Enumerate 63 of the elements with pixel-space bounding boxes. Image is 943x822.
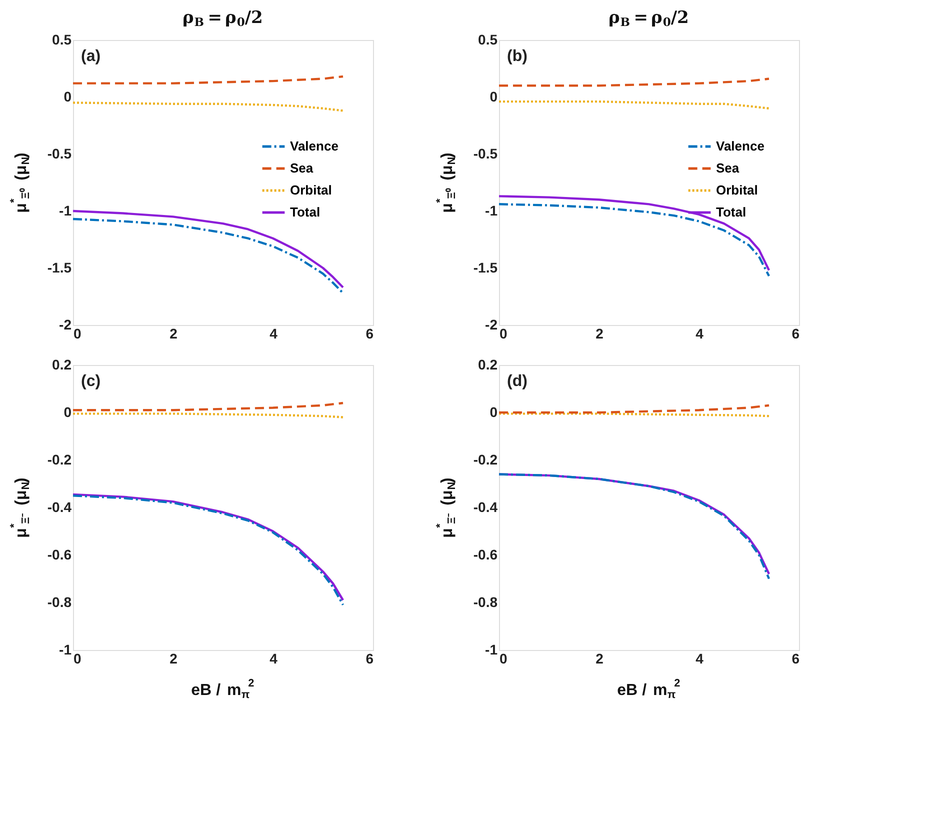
- legend-label: Orbital: [290, 182, 332, 198]
- x-tick-label: 2: [170, 326, 178, 342]
- y-tick-label: 0.2: [478, 356, 498, 372]
- legend-label: Valence: [716, 138, 764, 154]
- legend-label: Total: [716, 204, 746, 220]
- line-series: [498, 78, 770, 87]
- y-tick-label: -2: [485, 316, 498, 332]
- legend-label: Sea: [290, 160, 314, 176]
- legend-label: Sea: [716, 160, 740, 176]
- y-tick-label: 0: [490, 88, 498, 104]
- x-tick-label: 2: [170, 650, 178, 666]
- annotation: (b): [507, 48, 528, 65]
- x-tick-label: 4: [696, 326, 704, 342]
- y-tick-label: 0: [490, 404, 498, 420]
- y-tick-label: 0.5: [52, 32, 72, 48]
- y-tick-label: 0: [64, 404, 72, 420]
- y-axis-title: μ*Ξ⁰ (μN): [8, 152, 32, 213]
- annotation: (c): [81, 373, 101, 390]
- annotation: (a): [81, 48, 101, 65]
- y-tick-label: -1: [485, 202, 498, 218]
- y-tick-label: -1.5: [473, 260, 498, 276]
- y-tick-label: -0.6: [47, 546, 72, 562]
- line-series: [498, 203, 770, 278]
- line-series: [498, 195, 770, 272]
- y-tick-label: -0.4: [47, 499, 72, 515]
- y-tick-label: -1: [59, 642, 72, 658]
- y-tick-label: -0.5: [47, 146, 72, 162]
- x-tick-label: 4: [696, 650, 704, 666]
- y-tick-label: -1: [59, 202, 72, 218]
- x-tick-label: 6: [792, 326, 800, 342]
- line-series: [72, 75, 344, 84]
- y-axis-title: μ*Ξ⁻ (μN): [8, 478, 32, 538]
- line-series: [498, 100, 770, 110]
- y-tick-label: -1.5: [47, 260, 72, 276]
- line-series: [72, 102, 344, 112]
- legend-label: Valence: [290, 138, 338, 154]
- y-tick-label: -0.6: [473, 546, 498, 562]
- y-tick-label: 0: [64, 88, 72, 104]
- line-series: [72, 402, 344, 412]
- line-series: [72, 218, 344, 294]
- y-tick-label: -0.2: [47, 452, 72, 468]
- y-tick-label: 0.2: [52, 356, 72, 372]
- x-tick-label: 6: [366, 326, 374, 342]
- y-tick-label: -0.2: [473, 452, 498, 468]
- y-tick-label: -0.8: [473, 594, 498, 610]
- annotation: (d): [507, 373, 528, 390]
- y-axis-title: μ*Ξ⁻ (μN): [434, 478, 458, 538]
- legend-label: Total: [290, 204, 320, 220]
- legend-label: Orbital: [716, 182, 758, 198]
- y-tick-label: -0.5: [473, 146, 498, 162]
- x-tick-label: 2: [596, 326, 604, 342]
- x-tick-label: 4: [270, 650, 278, 666]
- x-tick-label: 2: [596, 650, 604, 666]
- y-tick-label: 0.5: [478, 32, 498, 48]
- x-tick-label: 4: [270, 326, 278, 342]
- y-tick-label: -2: [59, 316, 72, 332]
- x-tick-label: 6: [366, 650, 374, 666]
- y-tick-label: -0.8: [47, 594, 72, 610]
- line-series: [498, 404, 770, 414]
- x-tick-label: 6: [792, 650, 800, 666]
- y-axis-title: μ*Ξ⁰ (μN): [434, 152, 458, 213]
- y-tick-label: -1: [485, 642, 498, 658]
- y-tick-label: -0.4: [473, 499, 498, 515]
